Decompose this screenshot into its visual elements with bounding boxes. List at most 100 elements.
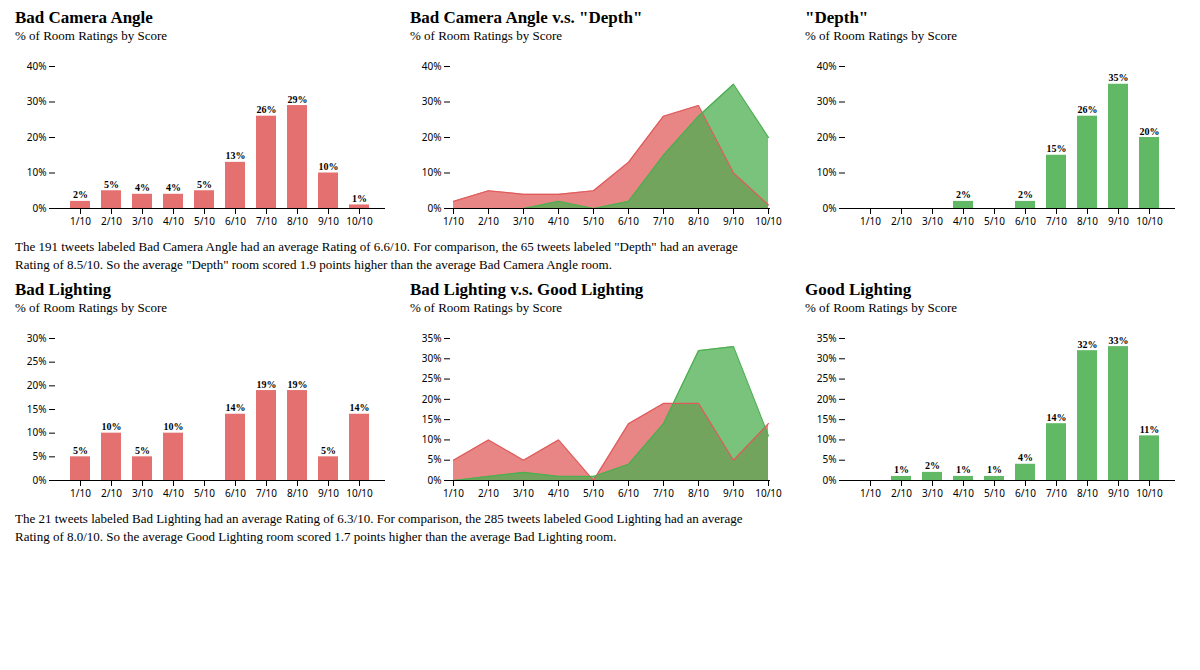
svg-text:7/10: 7/10 — [653, 214, 674, 228]
svg-text:10/10: 10/10 — [346, 486, 373, 500]
svg-text:10/10: 10/10 — [755, 214, 782, 228]
svg-text:9/10: 9/10 — [723, 214, 744, 228]
svg-text:10%: 10% — [319, 161, 339, 172]
svg-text:13%: 13% — [226, 150, 246, 161]
svg-text:11%: 11% — [1140, 424, 1159, 435]
svg-text:9/10: 9/10 — [318, 214, 339, 228]
svg-text:10/10: 10/10 — [346, 214, 373, 228]
svg-text:10/10: 10/10 — [1136, 214, 1163, 228]
svg-text:15%: 15% — [422, 412, 442, 426]
svg-text:5%: 5% — [135, 445, 150, 456]
svg-text:3/10: 3/10 — [922, 486, 943, 500]
svg-text:2/10: 2/10 — [891, 214, 912, 228]
svg-text:26%: 26% — [257, 104, 277, 115]
svg-text:10%: 10% — [27, 165, 47, 179]
svg-text:20%: 20% — [27, 378, 47, 392]
svg-text:5%: 5% — [321, 445, 336, 456]
svg-text:9/10: 9/10 — [723, 486, 744, 500]
svg-text:30%: 30% — [817, 351, 837, 365]
svg-text:5%: 5% — [104, 179, 119, 190]
svg-text:3/10: 3/10 — [132, 214, 153, 228]
svg-text:1%: 1% — [956, 464, 971, 475]
svg-text:15%: 15% — [817, 412, 837, 426]
svg-text:32%: 32% — [1078, 339, 1098, 350]
svg-text:7/10: 7/10 — [256, 486, 277, 500]
svg-text:0%: 0% — [427, 473, 441, 487]
svg-text:5/10: 5/10 — [583, 214, 604, 228]
svg-text:2%: 2% — [1018, 189, 1033, 200]
svg-text:40%: 40% — [27, 59, 47, 73]
svg-text:2/10: 2/10 — [478, 486, 499, 500]
svg-text:8/10: 8/10 — [1077, 486, 1098, 500]
svg-text:20%: 20% — [422, 130, 442, 144]
svg-text:14%: 14% — [350, 402, 370, 413]
svg-text:0%: 0% — [822, 473, 836, 487]
svg-text:5/10: 5/10 — [194, 486, 215, 500]
svg-text:5/10: 5/10 — [984, 214, 1005, 228]
svg-text:2/10: 2/10 — [101, 214, 122, 228]
svg-text:29%: 29% — [288, 94, 308, 105]
svg-text:2/10: 2/10 — [101, 486, 122, 500]
svg-text:5%: 5% — [822, 452, 836, 466]
svg-text:4/10: 4/10 — [953, 486, 974, 500]
svg-text:3/10: 3/10 — [922, 214, 943, 228]
svg-text:10%: 10% — [817, 432, 837, 446]
svg-text:9/10: 9/10 — [1108, 214, 1129, 228]
svg-text:5/10: 5/10 — [194, 214, 215, 228]
svg-text:3/10: 3/10 — [513, 214, 534, 228]
svg-text:0%: 0% — [32, 473, 46, 487]
svg-text:10%: 10% — [164, 421, 184, 432]
svg-text:20%: 20% — [27, 130, 47, 144]
svg-text:7/10: 7/10 — [1046, 214, 1067, 228]
svg-text:0%: 0% — [427, 201, 441, 215]
svg-text:1%: 1% — [894, 464, 909, 475]
svg-text:30%: 30% — [422, 94, 442, 108]
svg-text:30%: 30% — [817, 94, 837, 108]
svg-text:0%: 0% — [32, 201, 46, 215]
svg-text:10/10: 10/10 — [755, 486, 782, 500]
svg-text:10%: 10% — [27, 425, 47, 439]
svg-text:7/10: 7/10 — [256, 214, 277, 228]
svg-text:5/10: 5/10 — [984, 486, 1005, 500]
svg-text:25%: 25% — [422, 371, 442, 385]
svg-text:4/10: 4/10 — [163, 214, 184, 228]
svg-text:25%: 25% — [27, 354, 47, 368]
svg-text:2/10: 2/10 — [891, 486, 912, 500]
svg-text:7/10: 7/10 — [653, 486, 674, 500]
svg-text:9/10: 9/10 — [1108, 486, 1129, 500]
svg-text:10%: 10% — [817, 165, 837, 179]
svg-text:2%: 2% — [956, 189, 971, 200]
svg-text:35%: 35% — [422, 331, 442, 345]
svg-text:7/10: 7/10 — [1046, 486, 1067, 500]
svg-text:2%: 2% — [73, 189, 88, 200]
svg-text:25%: 25% — [817, 371, 837, 385]
svg-text:4/10: 4/10 — [953, 214, 974, 228]
svg-text:20%: 20% — [1140, 126, 1160, 137]
svg-text:26%: 26% — [1078, 104, 1098, 115]
svg-text:1/10: 1/10 — [70, 486, 91, 500]
svg-text:20%: 20% — [817, 392, 837, 406]
svg-text:0%: 0% — [822, 201, 836, 215]
svg-text:2/10: 2/10 — [478, 214, 499, 228]
svg-text:8/10: 8/10 — [688, 486, 709, 500]
svg-text:1%: 1% — [987, 464, 1002, 475]
svg-text:15%: 15% — [1047, 143, 1067, 154]
svg-text:6/10: 6/10 — [1015, 214, 1036, 228]
svg-text:5%: 5% — [197, 179, 212, 190]
svg-text:15%: 15% — [27, 402, 47, 416]
svg-text:4%: 4% — [1018, 452, 1033, 463]
svg-text:6/10: 6/10 — [225, 214, 246, 228]
svg-text:10%: 10% — [102, 421, 122, 432]
svg-text:6/10: 6/10 — [618, 486, 639, 500]
svg-text:3/10: 3/10 — [513, 486, 534, 500]
svg-text:4%: 4% — [135, 182, 150, 193]
svg-text:5%: 5% — [32, 449, 46, 463]
svg-text:9/10: 9/10 — [318, 486, 339, 500]
svg-text:6/10: 6/10 — [225, 486, 246, 500]
svg-text:1/10: 1/10 — [443, 214, 464, 228]
svg-text:4/10: 4/10 — [548, 214, 569, 228]
svg-text:3/10: 3/10 — [132, 486, 153, 500]
svg-text:8/10: 8/10 — [688, 214, 709, 228]
svg-text:30%: 30% — [27, 94, 47, 108]
svg-text:1/10: 1/10 — [443, 486, 464, 500]
